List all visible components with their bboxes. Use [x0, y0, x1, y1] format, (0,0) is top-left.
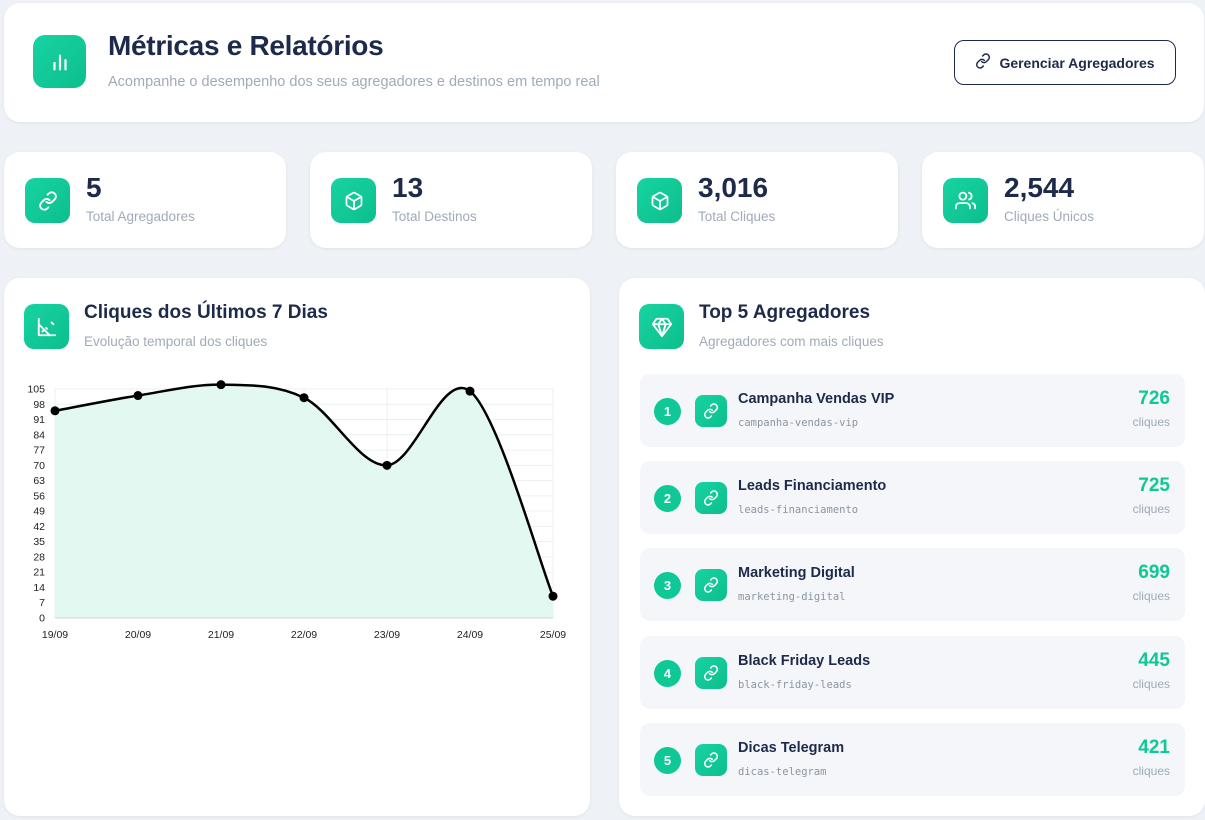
data-point	[465, 386, 475, 396]
stat-label: Total Agregadores	[86, 209, 195, 224]
clicks-chart-panel: Cliques dos Últimos 7 Dias Evolução temp…	[4, 278, 590, 816]
y-tick-label: 63	[33, 475, 45, 487]
chart-ruler-icon	[24, 304, 69, 349]
data-point	[548, 591, 558, 601]
link-icon	[695, 657, 727, 689]
click-unit: cliques	[1132, 415, 1170, 429]
y-tick-label: 49	[33, 506, 45, 518]
top-panel-subtitle: Agregadores com mais cliques	[699, 334, 884, 349]
link-icon	[25, 178, 70, 223]
list-item[interactable]: 3 Marketing Digital marketing-digital 69…	[640, 548, 1185, 621]
click-unit: cliques	[1132, 764, 1170, 778]
page-header: Métricas e Relatórios Acompanhe o desemp…	[4, 3, 1204, 122]
x-tick-label: 22/09	[291, 629, 317, 641]
click-count: 699	[1138, 562, 1170, 583]
data-point	[299, 393, 309, 403]
y-tick-label: 84	[33, 429, 45, 441]
stat-card-total-clicks: 3,016 Total Cliques	[616, 152, 898, 248]
click-count: 445	[1138, 650, 1170, 671]
aggregator-name: Black Friday Leads	[738, 653, 871, 669]
stat-value: 2,544	[1004, 172, 1075, 203]
click-unit: cliques	[1132, 589, 1170, 603]
data-point	[382, 460, 392, 470]
y-tick-label: 105	[27, 384, 45, 396]
y-tick-label: 28	[33, 551, 45, 563]
stat-label: Total Destinos	[392, 209, 477, 224]
aggregator-slug: leads-financiamento	[738, 504, 859, 516]
y-tick-label: 91	[33, 414, 45, 426]
chart-area-fill	[55, 384, 553, 618]
aggregator-slug: campanha-vendas-vip	[738, 417, 859, 429]
aggregator-name: Leads Financiamento	[738, 478, 887, 494]
bar-chart-icon	[33, 35, 86, 88]
rank-badge: 1	[654, 398, 681, 425]
aggregator-name: Campanha Vendas VIP	[738, 391, 895, 407]
page-subtitle: Acompanhe o desempenho dos seus agregado…	[108, 74, 600, 90]
y-tick-label: 21	[33, 567, 45, 579]
box-icon	[331, 178, 376, 223]
y-tick-label: 70	[33, 460, 45, 472]
y-tick-label: 35	[33, 536, 45, 548]
aggregator-name: Marketing Digital	[738, 565, 855, 581]
y-tick-label: 0	[39, 613, 45, 625]
aggregator-name: Dicas Telegram	[738, 740, 845, 756]
x-tick-label: 25/09	[540, 629, 566, 641]
stat-value: 3,016	[698, 172, 769, 203]
link-icon	[975, 53, 991, 72]
stat-value: 13	[392, 172, 424, 203]
x-tick-label: 23/09	[374, 629, 400, 641]
data-point	[216, 380, 226, 390]
x-tick-label: 19/09	[42, 629, 68, 641]
click-unit: cliques	[1132, 677, 1170, 691]
list-item[interactable]: 4 Black Friday Leads black-friday-leads …	[640, 636, 1185, 709]
y-tick-label: 7	[39, 597, 45, 609]
rank-badge: 2	[654, 485, 681, 512]
aggregator-slug: dicas-telegram	[738, 766, 827, 778]
list-item[interactable]: 1 Campanha Vendas VIP campanha-vendas-vi…	[640, 374, 1185, 447]
click-count: 725	[1138, 475, 1170, 496]
list-item[interactable]: 2 Leads Financiamento leads-financiament…	[640, 461, 1185, 534]
manage-aggregators-label: Gerenciar Agregadores	[999, 54, 1155, 71]
stat-card-unique-clicks: 2,544 Cliques Únicos	[922, 152, 1204, 248]
chart-panel-title: Cliques dos Últimos 7 Dias	[84, 302, 328, 323]
x-tick-label: 24/09	[457, 629, 483, 641]
stat-value: 5	[86, 172, 102, 203]
aggregator-slug: marketing-digital	[738, 591, 846, 603]
gem-icon	[639, 304, 684, 349]
link-icon	[695, 744, 727, 776]
y-tick-label: 98	[33, 399, 45, 411]
clicks-line-chart: 0 7 14 21 28 35 42 49 56 63 70 77 84 91 98 105 19/09 20/0…	[27, 380, 566, 641]
stat-label: Total Cliques	[698, 209, 776, 224]
rank-badge: 4	[654, 660, 681, 687]
click-count: 421	[1138, 737, 1170, 758]
x-tick-label: 20/09	[125, 629, 151, 641]
y-tick-label: 56	[33, 490, 45, 502]
link-icon	[695, 482, 727, 514]
aggregator-slug: black-friday-leads	[738, 679, 852, 691]
manage-aggregators-button[interactable]: Gerenciar Agregadores	[954, 40, 1176, 85]
box-icon	[637, 178, 682, 223]
data-point	[133, 391, 143, 401]
chart-panel-subtitle: Evolução temporal dos cliques	[84, 334, 268, 349]
y-tick-label: 77	[33, 445, 45, 457]
rank-badge: 3	[654, 572, 681, 599]
link-icon	[695, 395, 727, 427]
data-point	[50, 406, 60, 416]
click-count: 726	[1138, 388, 1170, 409]
x-tick-label: 21/09	[208, 629, 234, 641]
list-item[interactable]: 5 Dicas Telegram dicas-telegram 421 cliq…	[640, 723, 1185, 796]
click-unit: cliques	[1132, 502, 1170, 516]
series-line	[54, 383, 555, 597]
top-panel-title: Top 5 Agregadores	[699, 302, 871, 323]
stat-card-total-destinations: 13 Total Destinos	[310, 152, 592, 248]
y-tick-label: 14	[33, 582, 45, 594]
y-tick-label: 42	[33, 521, 45, 533]
rank-badge: 5	[654, 747, 681, 774]
link-icon	[695, 569, 727, 601]
page-title: Métricas e Relatórios	[108, 30, 384, 61]
stat-label: Cliques Únicos	[1004, 209, 1095, 224]
users-icon	[943, 178, 988, 223]
top-aggregators-panel: Top 5 Agregadores Agregadores com mais c…	[619, 278, 1205, 816]
stat-card-total-aggregators: 5 Total Agregadores	[4, 152, 286, 248]
